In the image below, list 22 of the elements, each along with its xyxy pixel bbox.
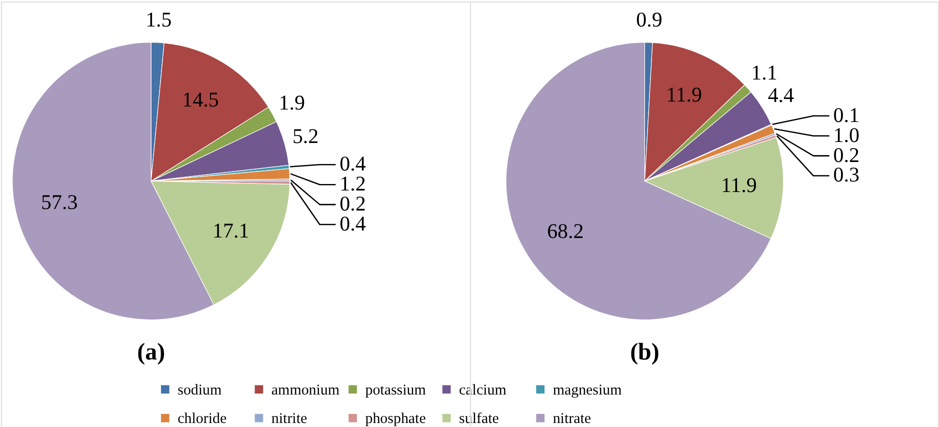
text: (a) xyxy=(137,340,166,366)
data-label: 14.5 xyxy=(182,88,219,112)
data-label: 0.9 xyxy=(636,7,662,32)
legend-label: potassium xyxy=(365,382,426,398)
text: (b) xyxy=(630,340,660,366)
data-label: 11.9 xyxy=(666,82,702,106)
legend-label: ammonium xyxy=(271,382,340,398)
data-label: 1.1 xyxy=(751,60,778,85)
data-label: 5.2 xyxy=(292,124,319,148)
data-label: 1.9 xyxy=(278,90,305,115)
legend-label: phosphate xyxy=(365,411,426,427)
data-label: 4.4 xyxy=(768,82,795,107)
legend-label: chloride xyxy=(178,411,227,427)
data-label: 57.3 xyxy=(41,190,78,214)
legend-label: magnesium xyxy=(552,382,622,398)
legend-label: nitrate xyxy=(552,411,592,427)
legend-label: sodium xyxy=(178,382,222,398)
data-label: 17.1 xyxy=(212,218,250,242)
data-label: 1.5 xyxy=(146,8,172,32)
data-label: 68.2 xyxy=(547,219,584,244)
data-label: 11.9 xyxy=(720,173,757,198)
legend-label: nitrite xyxy=(271,411,308,427)
